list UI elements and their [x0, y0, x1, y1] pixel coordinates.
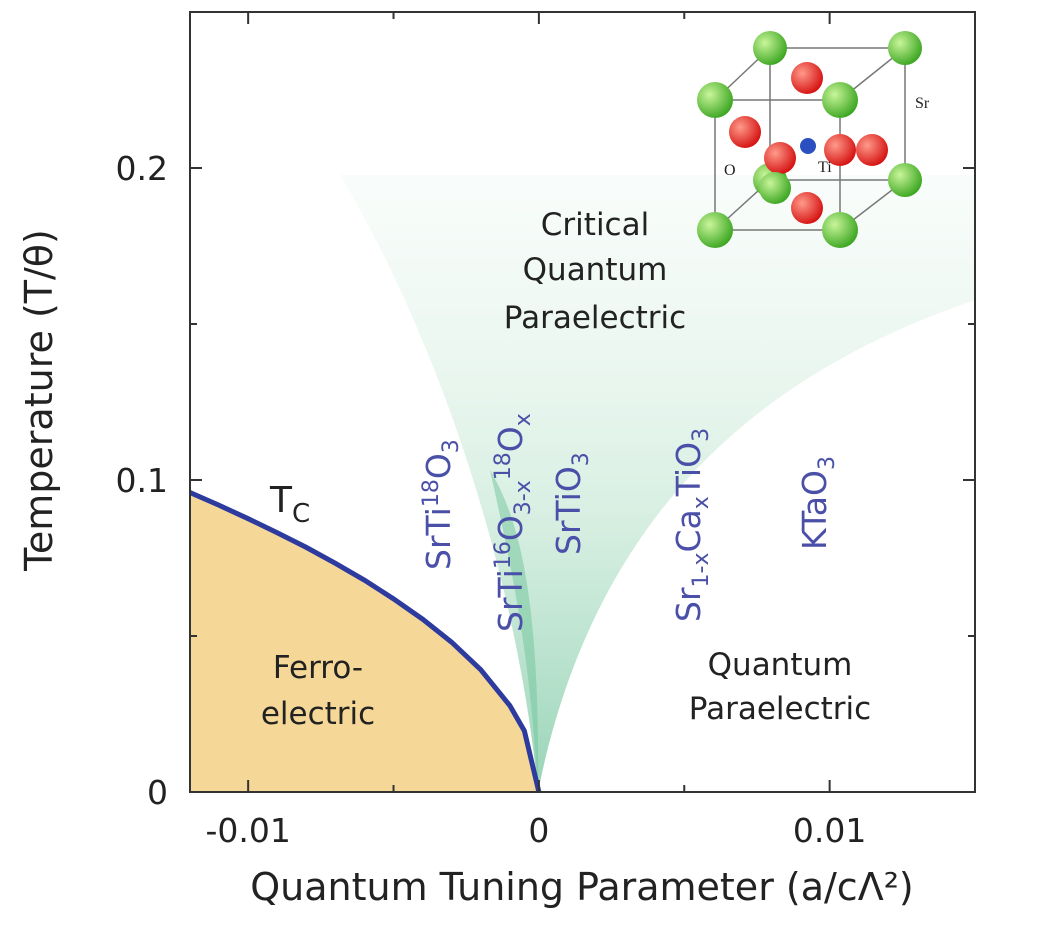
inset-label: O — [724, 162, 736, 179]
region-label: Paraelectric — [504, 300, 686, 336]
m: Sr — [669, 587, 708, 622]
y-tick-label: 0 — [147, 773, 168, 812]
region-label: Ferro- — [273, 650, 363, 686]
m: x — [511, 413, 536, 426]
m: SrTi — [419, 507, 458, 570]
material-label: SrTi16O3-x18Ox — [491, 413, 536, 632]
x-tick-label: 0 — [528, 811, 549, 850]
m: 16 — [491, 541, 516, 569]
m: O — [491, 515, 530, 541]
tc-sub: C — [292, 499, 310, 529]
m: TiO — [669, 442, 708, 497]
tc-label: T — [269, 480, 293, 521]
m: O — [419, 453, 458, 479]
region-label: electric — [261, 696, 375, 732]
region-label: Quantum — [523, 252, 668, 288]
m: SrTiO — [549, 466, 588, 555]
x-tick-label: -0.01 — [205, 811, 290, 850]
m: 18 — [491, 452, 516, 480]
region-label: Paraelectric — [689, 691, 871, 727]
material-label: KTaO3 — [795, 456, 840, 550]
x-tick-label: 0.01 — [793, 811, 866, 850]
inset-label: Sr — [915, 95, 930, 112]
m: O — [491, 426, 530, 452]
m: 3 — [689, 428, 714, 442]
m: KTaO — [795, 470, 834, 550]
y-tick-label: 0.2 — [116, 149, 168, 188]
tc-label: TC — [269, 480, 310, 529]
y-axis-title: Temperature (T/θ) — [17, 229, 61, 572]
m: 18 — [419, 479, 444, 507]
inset-label: Ti — [818, 159, 832, 176]
material-label: Sr1-xCaxTiO3 — [669, 428, 714, 622]
region-label: Quantum — [708, 647, 853, 683]
x-axis-title: Quantum Tuning Parameter (a/cΛ²) — [250, 865, 914, 909]
m: 3-x — [511, 480, 536, 515]
m: 1-x — [689, 553, 714, 588]
material-label: SrTi18O3 — [419, 439, 464, 570]
material-label: SrTiO3 — [549, 452, 594, 555]
m: 3 — [815, 456, 840, 470]
ferroelectric-area — [190, 492, 539, 792]
m: x — [689, 496, 714, 509]
m: 3 — [569, 452, 594, 466]
y-tick-label: 0.1 — [116, 461, 168, 500]
region-label: Critical — [541, 207, 649, 243]
m: Ca — [669, 509, 708, 552]
chart: Sr O Ti Critical Quantum Paraelectric Qu… — [0, 0, 1052, 928]
m: SrTi — [491, 569, 530, 632]
m: 3 — [439, 439, 464, 453]
